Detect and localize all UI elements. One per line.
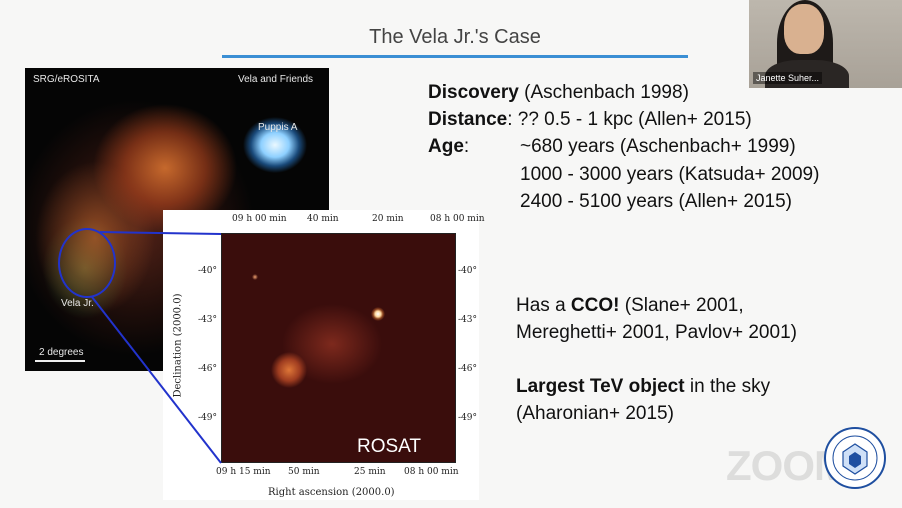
discovery-label: Discovery bbox=[428, 82, 519, 103]
rosat-left-tick: -46° bbox=[198, 364, 217, 374]
vela-jr-circle bbox=[58, 228, 116, 298]
participant-face bbox=[784, 4, 824, 54]
rosat-bottom-tick: 25 min bbox=[354, 467, 386, 477]
erosita-source-label: SRG/eROSITA bbox=[33, 74, 100, 85]
age-label: Age bbox=[428, 136, 464, 157]
cco-prefix: Has a bbox=[516, 295, 571, 316]
title-underline bbox=[222, 55, 688, 58]
vela-jr-label: Vela Jr. bbox=[61, 298, 94, 309]
tev-line-2: (Aharonian+ 2015) bbox=[516, 403, 674, 424]
rosat-xlabel: Right ascension (2000.0) bbox=[268, 487, 395, 498]
rosat-left-tick: -49° bbox=[198, 413, 217, 423]
erosita-corner-label: Vela and Friends bbox=[238, 74, 314, 85]
age-colon: : bbox=[463, 136, 470, 157]
rosat-badge: ROSAT bbox=[357, 436, 422, 457]
cco-bold: CCO! bbox=[570, 295, 620, 316]
discovery-value: (Aschenbach 1998) bbox=[518, 82, 689, 103]
tev-rest: in the sky bbox=[684, 376, 771, 397]
discovery-line: Discovery (Aschenbach 1998) bbox=[428, 82, 689, 104]
puppis-a-label: Puppis A bbox=[258, 122, 298, 133]
university-seal-icon bbox=[824, 427, 886, 489]
scale-label: 2 degrees bbox=[39, 347, 84, 358]
rosat-left-tick: -40° bbox=[198, 266, 217, 276]
participant-name: Janette Suher... bbox=[753, 72, 823, 84]
rosat-top-tick: 40 min bbox=[307, 214, 339, 224]
slide-title: The Vela Jr.'s Case bbox=[369, 26, 541, 48]
age-item: 2400 - 5100 years (Allen+ 2015) bbox=[520, 191, 792, 212]
distance-label: Distance bbox=[428, 109, 508, 130]
cco-line-2: Mereghetti+ 2001, Pavlov+ 2001) bbox=[516, 322, 797, 343]
rosat-right-tick: -49° bbox=[458, 413, 477, 423]
cco-line-1: Has a CCO! (Slane+ 2001, bbox=[516, 295, 744, 317]
rosat-image bbox=[221, 233, 456, 463]
rosat-bottom-tick: 08 h 00 min bbox=[404, 467, 459, 477]
rosat-right-tick: -40° bbox=[458, 266, 477, 276]
age-line: Age: bbox=[428, 136, 469, 158]
tev-line-1: Largest TeV object in the sky bbox=[516, 376, 770, 398]
tev-bold: Largest TeV object bbox=[516, 376, 685, 397]
rosat-top-tick: 09 h 00 min bbox=[232, 214, 287, 224]
distance-line: Distance: ?? 0.5 - 1 kpc (Allen+ 2015) bbox=[428, 109, 752, 131]
rosat-top-tick: 08 h 00 min bbox=[430, 214, 485, 224]
rosat-bottom-tick: 50 min bbox=[288, 467, 320, 477]
scale-bar bbox=[35, 360, 85, 362]
cco-rest: (Slane+ 2001, bbox=[619, 295, 744, 316]
rosat-bottom-tick: 09 h 15 min bbox=[216, 467, 271, 477]
participant-body bbox=[765, 60, 849, 88]
age-item: 1000 - 3000 years (Katsuda+ 2009) bbox=[520, 164, 820, 185]
rosat-ylabel: Declination (2000.0) bbox=[172, 293, 184, 398]
rosat-left-tick: -43° bbox=[198, 315, 217, 325]
age-item: ~680 years (Aschenbach+ 1999) bbox=[520, 136, 796, 157]
rosat-right-tick: -43° bbox=[458, 315, 477, 325]
distance-value: : ?? 0.5 - 1 kpc (Allen+ 2015) bbox=[507, 109, 752, 130]
rosat-top-tick: 20 min bbox=[372, 214, 404, 224]
participant-video-tile[interactable]: Janette Suher... bbox=[749, 0, 902, 88]
rosat-right-tick: -46° bbox=[458, 364, 477, 374]
